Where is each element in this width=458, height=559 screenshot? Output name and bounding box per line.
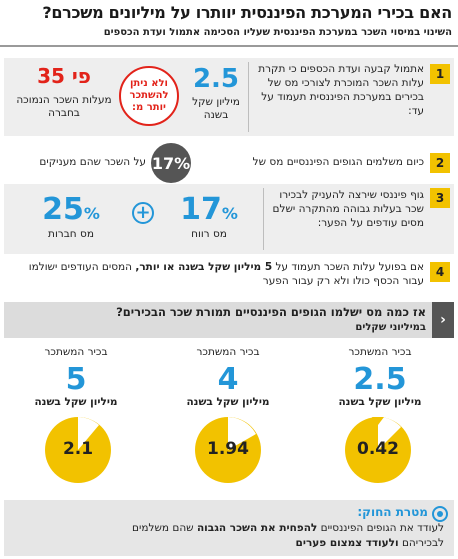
item-3-divider: [263, 188, 264, 250]
item-1-red-value: פי 35: [37, 64, 91, 88]
item-3-stat-a-label: מס רווח: [191, 228, 227, 240]
tax-value-2: 1.94: [207, 439, 249, 459]
item-3-stat-b-unit: %: [83, 204, 100, 223]
arrow-left-icon: ‹: [432, 302, 454, 338]
item-2-number-badge: 2: [430, 153, 450, 173]
footer-line-1: לעודד את הגופים הפיננסיים להפחית את השכר…: [132, 522, 444, 534]
item-1-number-badge: 1: [430, 64, 450, 84]
tax-pie-1: 0.42: [343, 415, 413, 485]
item-4-text: אם בפועל עלות השכר תעמוד על 5 מיליון שקל…: [8, 260, 424, 288]
tax-value-3: 2.1: [62, 439, 94, 459]
item-3-stat-a: 17%: [169, 192, 249, 227]
plus-icon: +: [132, 202, 154, 224]
column-2-sub: מיליון שקל בשנה: [186, 396, 270, 408]
tax-pie-3: 2.1: [43, 415, 113, 485]
item-2-text-after: על השכר שהם מעניקים: [39, 156, 146, 168]
item-3-text: גוף פיננסי שירצה להעניק לבכירו שכר בעלות…: [272, 189, 424, 229]
item-4-text-pre: אם בפועל עלות השכר תעמוד על: [272, 261, 424, 273]
footer-line-1-bold: להפחית את השכר הגבוה: [196, 522, 318, 534]
question-unit: במיליוני שקלים: [355, 322, 426, 333]
column-3-sub: מיליון שקל בשנה: [34, 396, 118, 408]
column-1: בכיר המשתכר 2.5 מיליון שקל בשנה: [310, 346, 450, 408]
question-title: אז כמה מס ישלמו הגופים הפיננסיים תמורת ש…: [116, 305, 426, 319]
item-1-row: 1 אתמול קבעה ועדת הכספים כי תקרת עלות הש…: [4, 58, 454, 136]
footer-line-2-pre: לבכיריהם: [398, 537, 444, 549]
item-4-number-badge: 4: [430, 262, 450, 282]
column-1-head: בכיר המשתכר: [348, 346, 412, 358]
item-4-text-post: המסים העודפים ישולמו עבור הכסף כולו ולא …: [28, 261, 424, 287]
item-4-row: 4 אם בפועל עלות השכר תעמוד על 5 מיליון ש…: [4, 258, 454, 296]
footer-line-2-bold: ולעודד צמצום פערים: [295, 537, 399, 549]
item-2-text: כיום משלמים הגופים הפיננסיים מס של: [252, 156, 424, 168]
item-4-text-bold: 5 מיליון שקל בשנה או יותר,: [135, 261, 273, 273]
column-2-head: בכיר המשתכר: [196, 346, 260, 358]
footer-line-1-pre: לעודד את הגופים הפיננסיים: [317, 522, 444, 534]
item-1-stat-value: 2.5: [192, 64, 240, 94]
item-3-stat-b: 25%: [26, 192, 116, 227]
item-2-percent-circle: 17%: [151, 143, 191, 183]
column-3: בכיר המשתכר 5 מיליון שקל בשנה: [6, 346, 146, 408]
column-1-value: 2.5: [353, 362, 407, 397]
tax-value-1: 0.42: [357, 439, 399, 459]
footer-box: מטרת החוק: לעודד את הגופים הפיננסיים להפ…: [4, 500, 454, 556]
tax-pie-2: 1.94: [193, 415, 263, 485]
item-3-stat-a-unit: %: [221, 204, 238, 223]
item-3-number-badge: 3: [430, 188, 450, 208]
page-subtitle: השינוי במיסוי השכר במערכת הפיננסית שעליו…: [103, 27, 452, 38]
item-3-stat-a-value: 17: [180, 192, 222, 227]
page-title: האם בכירי המערכת הפיננסית יוותרו על מילי…: [42, 3, 452, 22]
item-3-stat-b-label: מס חברות: [48, 228, 94, 240]
pie-chart-icon: [45, 417, 111, 483]
column-2-value: 4: [217, 362, 239, 397]
item-3-stat-b-value: 25: [42, 192, 84, 227]
item-1-red-label: מעלות השכר הנמוכה בחברה: [16, 94, 112, 119]
item-3-row: 3 גוף פיננסי שירצה להעניק לבכירו שכר בעל…: [4, 184, 454, 254]
item-1-text: אתמול קבעה ועדת הכספים כי תקרת עלות השכר…: [258, 63, 424, 117]
question-box: ‹ אז כמה מס ישלמו הגופים הפיננסיים תמורת…: [4, 302, 454, 338]
item-2-row: 2 כיום משלמים הגופים הפיננסיים מס של 17%…: [4, 142, 454, 184]
column-1-sub: מיליון שקל בשנה: [338, 396, 422, 408]
item-1-divider: [248, 62, 249, 132]
column-3-head: בכיר המשתכר: [44, 346, 108, 358]
column-2: בכיר המשתכר 4 מיליון שקל בשנה: [158, 346, 298, 408]
footer-line-1-post: שהם משלמים: [132, 522, 197, 534]
pie-chart-icon: [195, 417, 261, 483]
pie-chart-icon: [345, 417, 411, 483]
header-divider: [0, 45, 458, 47]
footer-title: מטרת החוק:: [357, 505, 428, 519]
item-1-stamp: ולא ניתן להשתכר יותר מ:: [119, 66, 179, 126]
item-1-stat-label: מיליון שקל בשנה: [192, 96, 240, 121]
column-3-value: 5: [65, 362, 87, 397]
target-icon: [432, 506, 448, 522]
footer-line-2: לבכיריהם ולעודד צמצום פערים: [296, 537, 444, 549]
